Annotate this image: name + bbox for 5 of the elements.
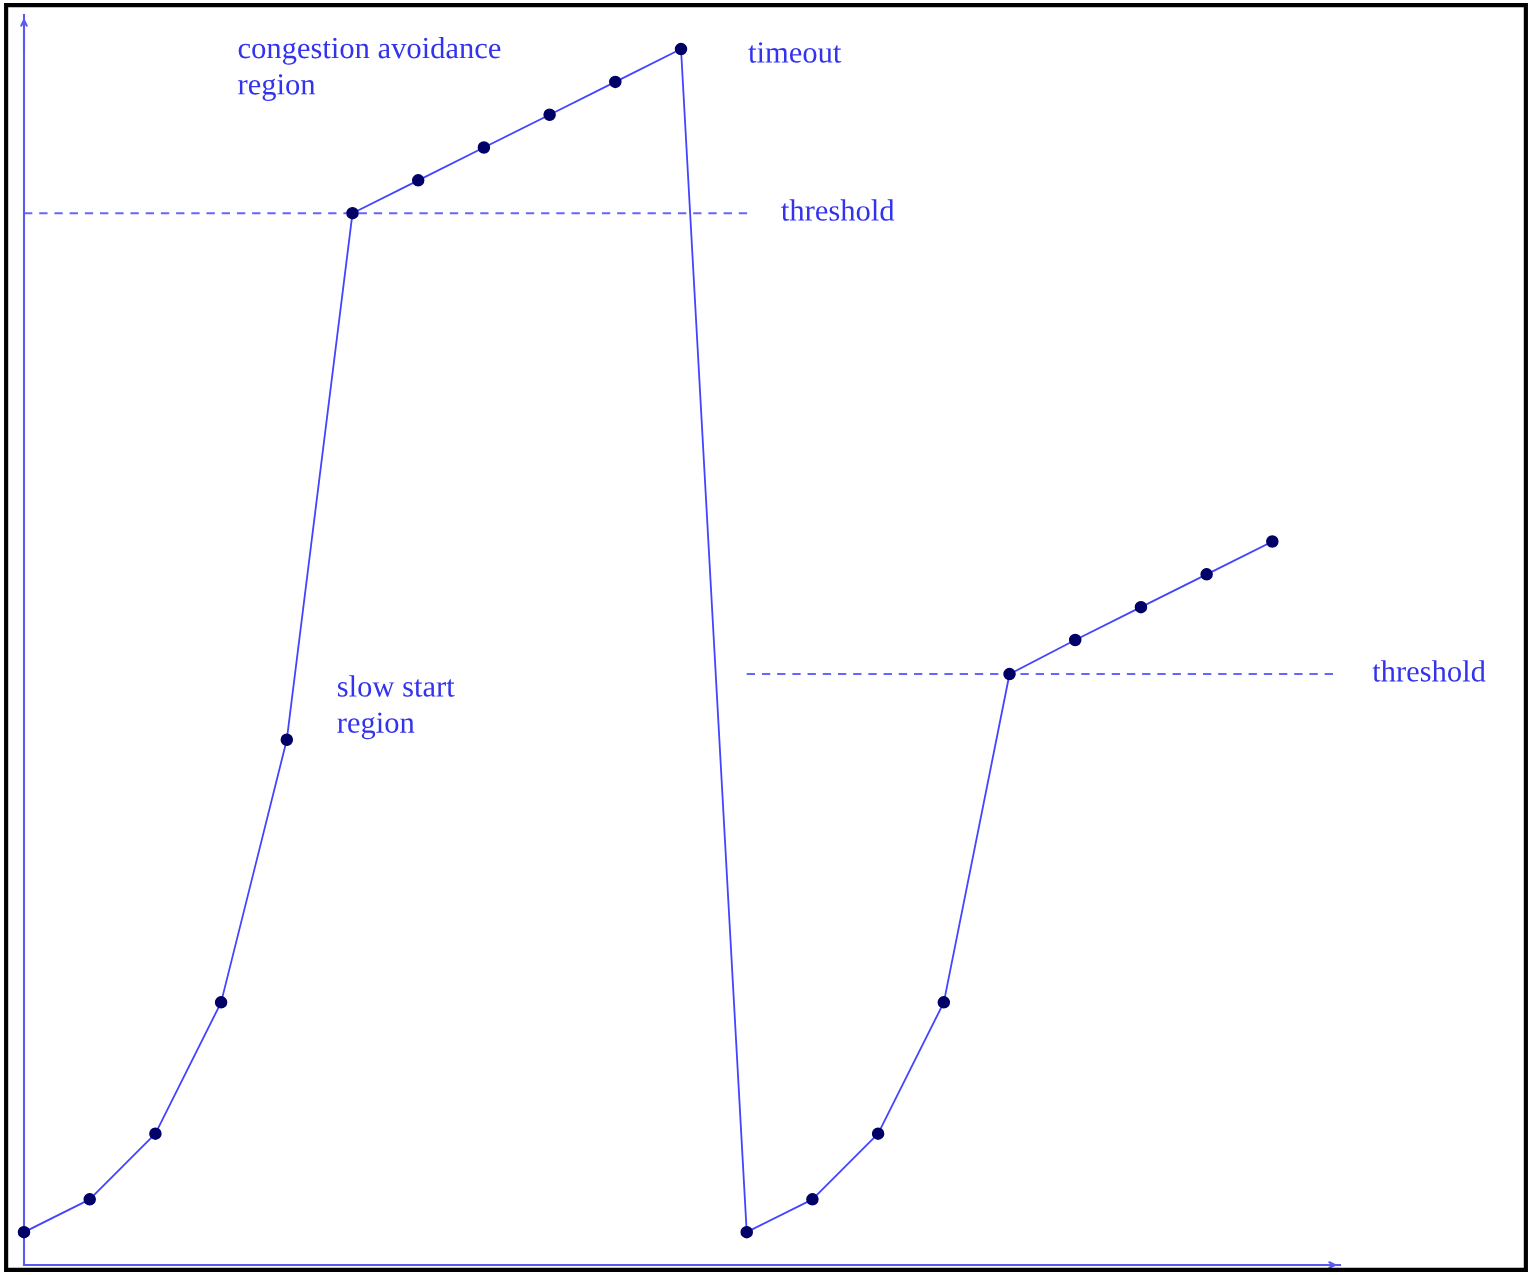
- ref-line-label: threshold: [1372, 660, 1486, 682]
- annotation: timeout: [748, 42, 842, 63]
- annotation: slow start region: [337, 675, 455, 740]
- annotation: congestion avoidance region: [238, 36, 501, 101]
- ref-line-label: threshold: [781, 199, 895, 221]
